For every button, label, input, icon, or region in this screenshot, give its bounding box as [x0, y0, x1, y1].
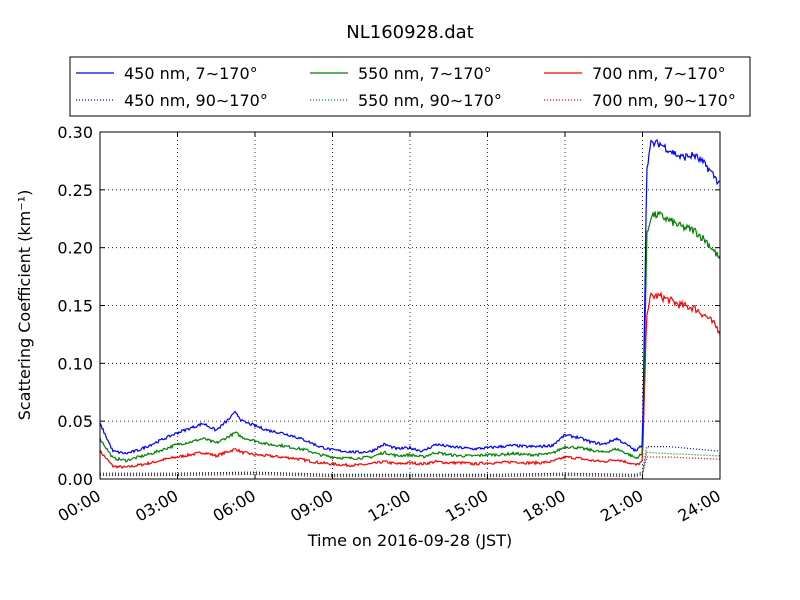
legend-box [69, 56, 751, 117]
x-axis-label: Time on 2016-09-28 (JST) [307, 531, 512, 550]
x-tick-label: 21:00 [597, 486, 646, 526]
y-tick-label: 0.05 [57, 412, 93, 431]
legend-label: 700 nm, 90∼170° [592, 91, 736, 110]
chart-title: NL160928.dat [346, 22, 473, 43]
y-tick-label: 0.20 [57, 239, 93, 258]
x-tick-label: 03:00 [132, 486, 181, 526]
y-axis-label: Scattering Coefficient (km⁻¹) [15, 190, 34, 421]
series-line [99, 210, 721, 463]
legend-label: 700 nm, 7∼170° [592, 64, 726, 83]
y-tick-label: 0.10 [57, 354, 93, 373]
y-tick-label: 0.15 [57, 297, 93, 316]
x-tick-label: 09:00 [287, 486, 336, 526]
x-tick-label: 18:00 [520, 486, 569, 526]
y-tick-label: 0.00 [57, 470, 93, 489]
legend-label: 550 nm, 7∼170° [358, 64, 492, 83]
legend-label: 550 nm, 90∼170° [358, 91, 502, 110]
y-tick-label: 0.25 [57, 181, 93, 200]
x-tick-label: 15:00 [442, 486, 491, 526]
grid [100, 132, 720, 479]
x-tick-label: 06:00 [210, 486, 259, 526]
y-tick-label: 0.30 [57, 123, 93, 142]
legend-label: 450 nm, 90∼170° [124, 91, 268, 110]
x-tick-label: 12:00 [365, 486, 414, 526]
legend-label: 450 nm, 7∼170° [124, 64, 258, 83]
series-line [99, 138, 721, 455]
legend: 450 nm, 7∼170° 550 nm, 7∼170° 700 nm, 7∼17… [69, 56, 751, 117]
x-tick-label: 00:00 [55, 486, 104, 526]
x-tick-label: 24:00 [675, 486, 724, 526]
series-line-dotted [100, 446, 721, 476]
series-line [99, 290, 721, 470]
plot-area: 00:00 03:00 06:00 09:00 12:00 15:00 18:00 21:00… [55, 123, 724, 526]
